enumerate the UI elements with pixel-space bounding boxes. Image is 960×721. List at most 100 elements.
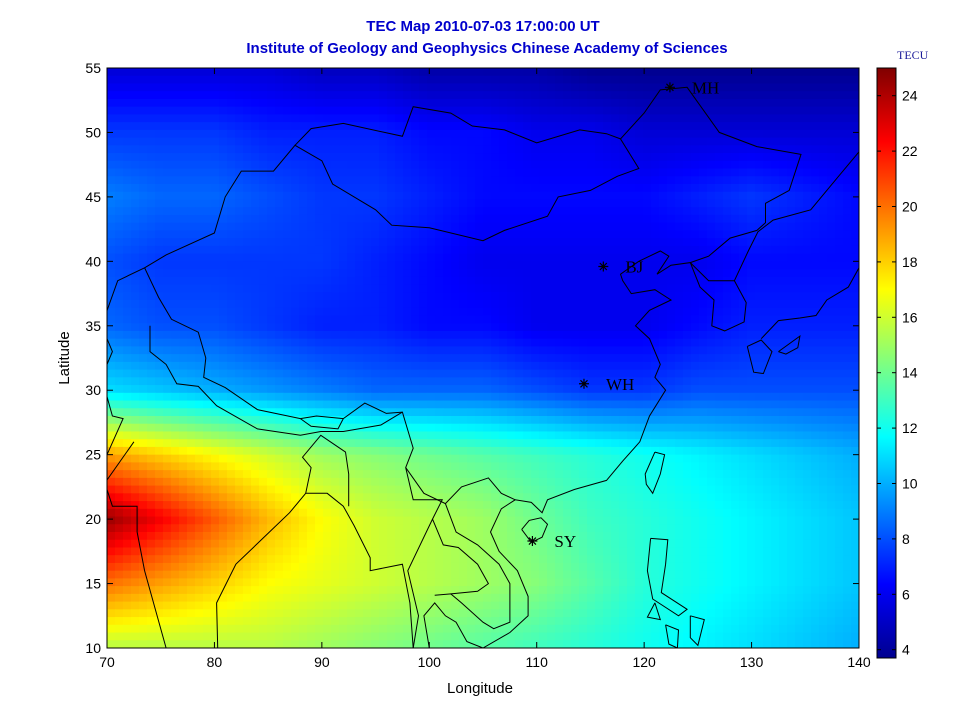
tec-cell xyxy=(171,176,180,185)
tec-cell xyxy=(643,245,652,255)
tec-cell xyxy=(683,446,692,456)
tec-cell xyxy=(443,98,452,108)
tec-cell xyxy=(323,330,332,340)
tec-cell xyxy=(483,98,492,108)
tec-cell xyxy=(379,214,388,224)
tec-cell xyxy=(195,377,204,386)
tec-cell xyxy=(843,122,852,131)
tec-cell xyxy=(235,315,244,324)
tec-cell xyxy=(659,330,668,340)
tec-cell xyxy=(547,307,556,317)
tec-cell xyxy=(315,354,324,363)
tec-cell xyxy=(307,423,316,433)
tec-cell xyxy=(419,431,428,440)
tec-cell xyxy=(219,323,228,332)
tec-cell xyxy=(467,369,476,378)
tec-cell xyxy=(523,214,532,224)
tec-cell xyxy=(587,106,596,115)
tec-cell xyxy=(547,230,556,239)
tec-cell xyxy=(531,75,540,85)
tec-cell xyxy=(219,300,228,309)
tec-cell xyxy=(659,416,668,425)
tec-cell xyxy=(795,338,804,347)
tec-cell xyxy=(283,454,292,463)
tec-cell xyxy=(483,222,492,231)
tec-cell xyxy=(515,222,524,231)
tec-cell xyxy=(355,153,364,162)
tec-cell xyxy=(195,446,204,456)
tec-cell xyxy=(435,122,444,131)
tec-cell xyxy=(123,129,132,139)
tec-cell xyxy=(651,416,660,425)
tec-cell xyxy=(411,245,420,255)
tec-cell xyxy=(459,439,468,448)
tec-cell xyxy=(467,338,476,347)
tec-cell xyxy=(395,168,404,177)
tec-cell xyxy=(723,323,732,332)
tec-cell xyxy=(387,315,396,324)
tec-cell xyxy=(835,98,844,108)
tec-cell xyxy=(627,191,636,201)
tec-cell xyxy=(803,338,812,347)
tec-cell xyxy=(251,176,260,185)
tec-cell xyxy=(619,207,628,216)
tec-cell xyxy=(331,346,340,355)
tec-cell xyxy=(523,431,532,440)
tec-cell xyxy=(459,269,468,278)
tec-cell xyxy=(371,269,380,278)
tec-cell xyxy=(131,222,140,231)
tec-cell xyxy=(715,462,724,471)
tec-cell xyxy=(395,106,404,115)
tec-cell xyxy=(139,400,148,409)
tec-cell xyxy=(299,462,308,471)
tec-cell xyxy=(411,253,420,262)
tec-cell xyxy=(635,122,644,131)
tec-cell xyxy=(243,400,252,409)
tec-cell xyxy=(571,400,580,409)
tec-cell xyxy=(155,68,164,77)
tec-cell xyxy=(603,423,612,433)
tec-cell xyxy=(619,323,628,332)
tec-cell xyxy=(411,98,420,108)
tec-cell xyxy=(379,98,388,108)
tec-cell xyxy=(667,68,676,77)
tec-cell xyxy=(323,462,332,471)
tec-cell xyxy=(211,300,220,309)
tec-cell xyxy=(379,269,388,278)
tec-cell xyxy=(459,106,468,115)
tec-cell xyxy=(779,145,788,154)
tec-cell xyxy=(139,153,148,162)
tec-cell xyxy=(571,68,580,77)
tec-cell xyxy=(571,168,580,177)
tec-cell xyxy=(371,245,380,255)
tec-cell xyxy=(435,160,444,170)
tec-cell xyxy=(123,439,132,448)
tec-cell xyxy=(131,253,140,262)
tec-cell xyxy=(211,114,220,123)
tec-cell xyxy=(451,199,460,208)
tec-cell xyxy=(491,98,500,108)
tec-cell xyxy=(739,261,748,270)
tec-cell xyxy=(139,168,148,177)
tec-cell xyxy=(635,230,644,239)
tec-cell xyxy=(459,145,468,154)
tec-cell xyxy=(211,222,220,231)
tec-cell xyxy=(611,253,620,262)
tec-cell xyxy=(251,315,260,324)
tec-cell xyxy=(443,122,452,131)
tec-cell xyxy=(851,75,859,85)
tec-cell xyxy=(171,346,180,355)
tec-cell xyxy=(435,462,444,471)
tec-cell xyxy=(475,191,484,201)
tec-cell xyxy=(203,346,212,355)
tec-cell xyxy=(219,385,228,394)
tec-cell xyxy=(523,284,532,293)
tec-cell xyxy=(715,114,724,123)
tec-cell xyxy=(115,292,124,301)
tec-cell xyxy=(803,106,812,115)
tec-cell xyxy=(643,385,652,394)
tec-cell xyxy=(539,431,548,440)
tec-cell xyxy=(579,238,588,247)
tec-cell xyxy=(139,470,148,479)
tec-cell xyxy=(211,83,220,92)
